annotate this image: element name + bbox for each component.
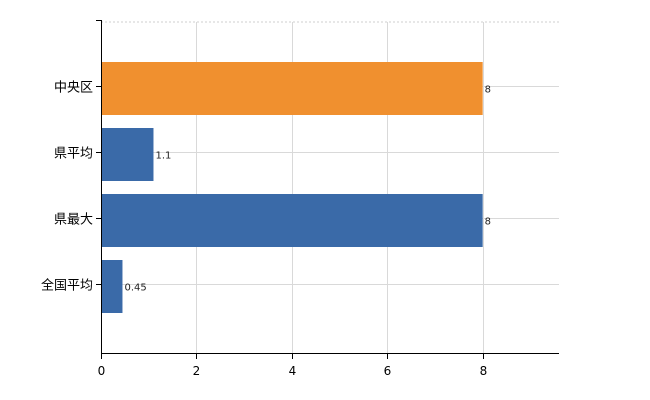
data-label: 0.45 (124, 283, 146, 294)
bar (101, 194, 483, 247)
bar-layer (101, 62, 483, 313)
x-tick-label: 8 (480, 364, 488, 378)
bar (101, 62, 483, 115)
category-label: 県平均 (54, 147, 93, 162)
axis-layer (96, 20, 559, 359)
x-tick-label: 6 (384, 364, 392, 378)
x-tick-label: 0 (98, 364, 106, 378)
bar (101, 128, 154, 181)
data-label: 8 (485, 85, 491, 96)
data-label: 8 (485, 217, 491, 228)
category-label: 県最大 (54, 213, 93, 228)
data-label: 1.1 (155, 151, 171, 162)
x-tick-label: 4 (289, 364, 297, 378)
x-tick-label: 2 (193, 364, 201, 378)
category-label: 中央区 (54, 81, 93, 96)
category-label: 全国平均 (41, 278, 93, 294)
bar (101, 260, 123, 313)
